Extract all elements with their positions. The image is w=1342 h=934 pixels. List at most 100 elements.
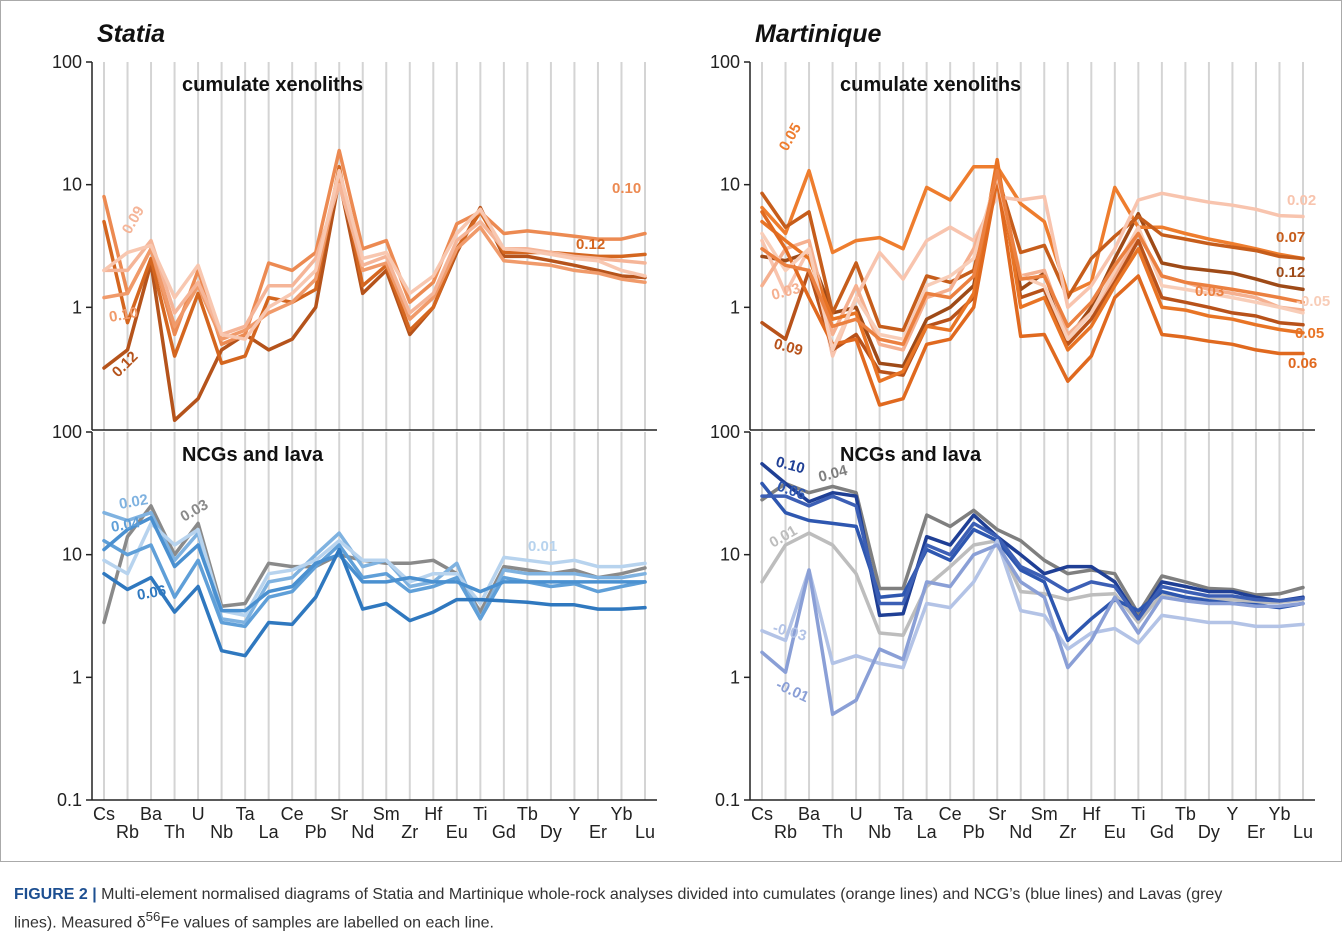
- series-label: 0.10: [612, 180, 641, 197]
- x-tick-label: Ba: [798, 804, 821, 824]
- series-line: [760, 481, 1305, 643]
- x-tick-label: Nd: [1009, 822, 1032, 842]
- y-tick-label: 100: [52, 422, 82, 442]
- series-label: -0.01: [773, 676, 811, 706]
- x-tick-label: Nb: [210, 822, 233, 842]
- series-line: [760, 168, 1305, 347]
- series-label: 0.05: [1295, 325, 1324, 342]
- x-tick-label: Th: [822, 822, 843, 842]
- y-tick-label: 0.1: [57, 790, 82, 810]
- series-line: [760, 543, 1305, 717]
- x-tick-label: Er: [1247, 822, 1265, 842]
- x-tick-label: Hf: [1082, 804, 1101, 824]
- series-label: 0.02: [1287, 192, 1316, 209]
- series-line: [102, 510, 647, 625]
- x-tick-label: Eu: [446, 822, 468, 842]
- series-label: 0.09: [772, 335, 805, 359]
- series-label: 0.06: [136, 582, 168, 604]
- series-line: [102, 515, 647, 613]
- series-label: 0.12: [576, 236, 605, 253]
- series-label: 0.12: [109, 348, 142, 381]
- series-line: [102, 182, 647, 337]
- series-label: 0.07: [1276, 229, 1305, 246]
- caption-superscript: 56: [145, 909, 161, 924]
- panel-title: Statia: [97, 20, 165, 48]
- x-tick-label: Nb: [868, 822, 891, 842]
- x-tick-label: La: [917, 822, 938, 842]
- panel-title: Martinique: [755, 20, 881, 48]
- x-tick-label: Ti: [1131, 804, 1145, 824]
- x-tick-label: Y: [1226, 804, 1238, 824]
- x-tick-label: Gd: [1150, 822, 1174, 842]
- series-label: 0.06: [1288, 355, 1317, 372]
- y-tick-label: 1: [72, 297, 82, 317]
- series-line: [760, 538, 1305, 670]
- series-line: [102, 173, 647, 341]
- x-tick-label: Hf: [424, 804, 443, 824]
- x-tick-label: U: [850, 804, 863, 824]
- series-label: 0.10: [108, 304, 140, 326]
- caption-text: Multi-element normalised diagrams of Sta…: [14, 886, 1223, 932]
- series-line: [760, 494, 1305, 621]
- x-tick-label: Pb: [305, 822, 327, 842]
- x-tick-label: Ta: [894, 804, 914, 824]
- x-tick-label: La: [259, 822, 280, 842]
- x-tick-label: Th: [164, 822, 185, 842]
- series-label: 0.04: [817, 462, 850, 486]
- caption-label: FIGURE 2 |: [14, 886, 97, 903]
- x-tick-label: Ce: [939, 804, 962, 824]
- x-tick-label: Tb: [1175, 804, 1196, 824]
- series-label: 0.01: [528, 538, 557, 555]
- series-label: 0.09: [119, 203, 148, 237]
- panel-subtitle: cumulate xenoliths: [840, 74, 1021, 96]
- panel-subtitle: NCGs and lava: [182, 444, 324, 466]
- x-tick-label: Rb: [116, 822, 139, 842]
- x-tick-label: Cs: [93, 804, 115, 824]
- panel-subtitle: NCGs and lava: [840, 444, 982, 466]
- y-tick-label: 10: [62, 545, 82, 565]
- x-tick-label: Rb: [774, 822, 797, 842]
- y-tick-label: 100: [710, 52, 740, 72]
- series-line: [760, 481, 1305, 616]
- x-tick-label: Ti: [473, 804, 487, 824]
- x-tick-label: Zr: [1059, 822, 1076, 842]
- x-tick-label: Cs: [751, 804, 773, 824]
- x-tick-label: Zr: [401, 822, 418, 842]
- x-tick-label: Er: [589, 822, 607, 842]
- series-line: [102, 538, 647, 629]
- series-label: -0.05: [1296, 293, 1330, 310]
- y-tick-label: 0.1: [715, 790, 740, 810]
- y-tick-label: 10: [720, 175, 740, 195]
- series-label: 0.02: [118, 491, 150, 513]
- x-tick-label: Pb: [963, 822, 985, 842]
- x-tick-label: Sm: [1031, 804, 1058, 824]
- x-tick-label: U: [192, 804, 205, 824]
- series-label: 0.03: [178, 496, 212, 525]
- series-line: [760, 168, 1305, 377]
- series-line: [102, 547, 647, 658]
- x-tick-label: Ta: [236, 804, 256, 824]
- x-tick-label: Sr: [988, 804, 1006, 824]
- series-line: [102, 168, 647, 341]
- series-label: 0.12: [1276, 264, 1305, 281]
- series-label: 0.04: [110, 514, 142, 536]
- x-tick-label: Nd: [351, 822, 374, 842]
- y-tick-label: 1: [730, 667, 740, 687]
- caption: FIGURE 2 | Multi-element normalised diag…: [14, 884, 1254, 934]
- y-tick-label: 1: [730, 297, 740, 317]
- figure-border: [0, 0, 1342, 862]
- x-tick-label: Sm: [373, 804, 400, 824]
- y-tick-label: 10: [720, 545, 740, 565]
- series-line: [102, 148, 647, 347]
- y-tick-label: 1: [72, 667, 82, 687]
- y-tick-label: 100: [52, 52, 82, 72]
- series-label: 0.05: [776, 120, 805, 154]
- y-tick-label: 10: [62, 175, 82, 195]
- x-tick-label: Ba: [140, 804, 163, 824]
- series-line: [102, 177, 647, 423]
- y-tick-label: 100: [710, 422, 740, 442]
- panel-subtitle: cumulate xenoliths: [182, 74, 363, 96]
- x-tick-label: Lu: [635, 822, 655, 842]
